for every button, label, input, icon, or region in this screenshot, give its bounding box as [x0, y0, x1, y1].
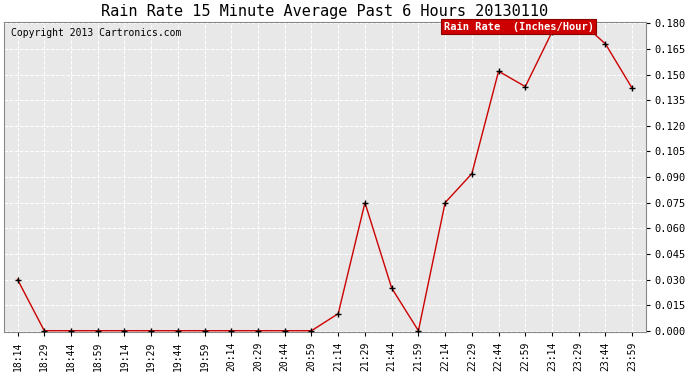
Text: Rain Rate  (Inches/Hour): Rain Rate (Inches/Hour) — [444, 22, 593, 32]
Text: Copyright 2013 Cartronics.com: Copyright 2013 Cartronics.com — [10, 28, 181, 38]
Title: Rain Rate 15 Minute Average Past 6 Hours 20130110: Rain Rate 15 Minute Average Past 6 Hours… — [101, 4, 549, 19]
